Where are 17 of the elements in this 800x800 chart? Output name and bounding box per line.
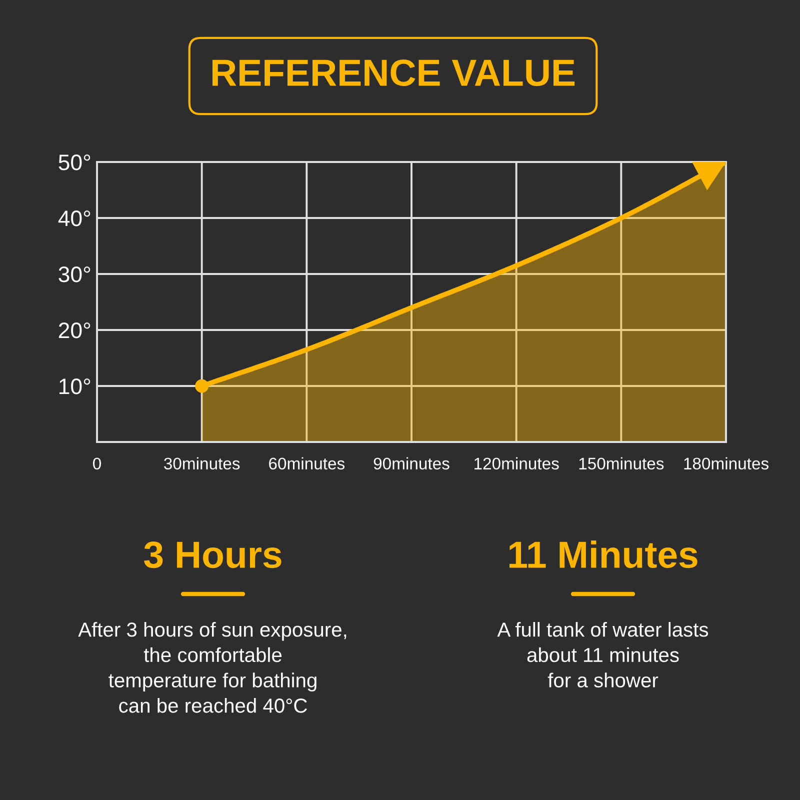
- y-tick-label: 30°: [58, 266, 90, 282]
- text: After 3 hours of sun exposure, the comfortable temperature for bathing can be reached 40°C: [78, 622, 346, 713]
- y-tick-label: 20°: [58, 322, 90, 338]
- x-tick-label: 30minutes: [164, 457, 240, 470]
- text: A full tank of water lasts about 11 minutes for a shower: [497, 622, 708, 688]
- text: 3 Hours: [144, 542, 282, 568]
- x-tick-label: 180minutes: [684, 457, 768, 470]
- text: 11 Minutes: [510, 540, 698, 568]
- chart-title: REFERENCE VALUE: [212, 60, 575, 86]
- x-tick-label: 90minutes: [374, 457, 450, 470]
- y-tick-label: 10°: [60, 378, 90, 394]
- x-tick-label: 150minutes: [579, 457, 664, 470]
- x-tick-label: 0: [93, 458, 101, 470]
- x-tick-label: 120minutes: [474, 457, 559, 470]
- y-tick-label: 50°: [58, 154, 90, 170]
- x-tick-label: 60minutes: [269, 457, 345, 470]
- y-tick-label: 40°: [58, 210, 90, 226]
